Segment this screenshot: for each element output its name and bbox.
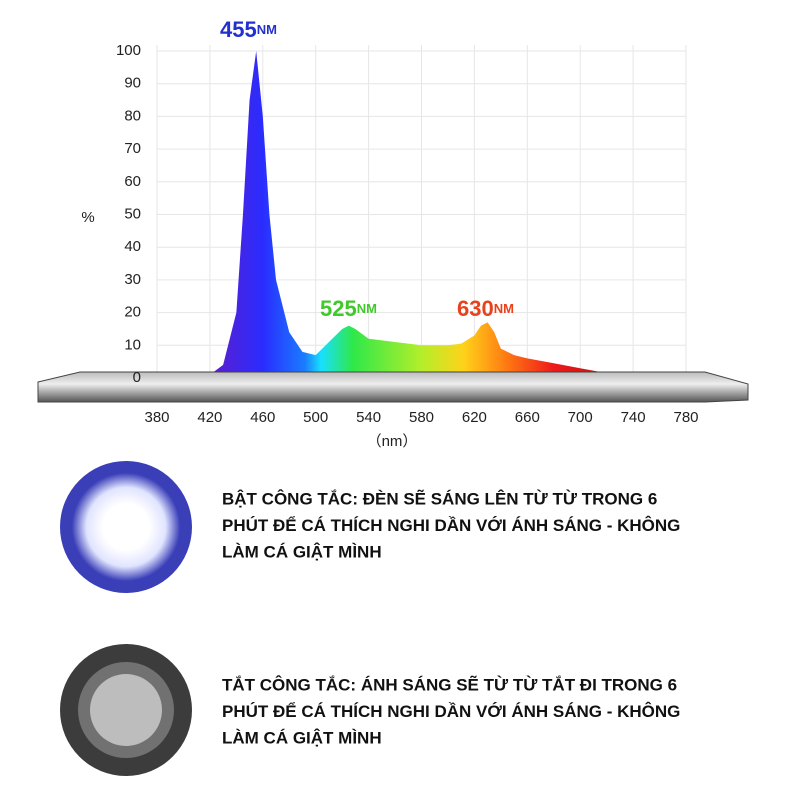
x-tick-label: 380: [144, 409, 169, 426]
y-tick-label: 30: [124, 271, 141, 288]
annotation-unit: NM: [357, 301, 377, 316]
x-tick-label: 660: [515, 409, 540, 426]
x-axis-label: （nm）: [367, 433, 418, 450]
note-line: BẬT CÔNG TẮC: ĐÈN SẼ SÁNG LÊN TỪ TỪ TRON…: [222, 488, 657, 508]
x-tick-label: 700: [568, 409, 593, 426]
x-tick-label: 460: [250, 409, 275, 426]
x-tick-label: 580: [409, 409, 434, 426]
annotation-value: 525: [320, 296, 357, 321]
y-tick-label: 50: [124, 205, 141, 222]
annotation-value: 455: [220, 17, 257, 42]
annotation-value: 630: [457, 296, 494, 321]
note-line: LÀM CÁ GIẬT MÌNH: [222, 728, 382, 747]
y-tick-label: 0: [133, 369, 141, 386]
x-tick-label: 780: [673, 409, 698, 426]
x-tick-label: 740: [621, 409, 646, 426]
light-bar: [37, 371, 749, 403]
x-tick-label: 540: [356, 409, 381, 426]
y-tick-label: 20: [124, 304, 141, 321]
annotation: 630NM: [457, 296, 514, 321]
off-icon-center: [90, 674, 162, 746]
x-tick-label: 420: [197, 409, 222, 426]
note-line: LÀM CÁ GIẬT MÌNH: [222, 542, 382, 561]
note-line: TẮT CÔNG TẮC: ÁNH SÁNG SẼ TỪ TỪ TẮT ĐI T…: [222, 674, 677, 694]
on-icon: [60, 461, 192, 593]
annotation-unit: NM: [257, 22, 277, 37]
y-tick-label: 80: [124, 107, 141, 124]
note-line: PHÚT ĐỂ CÁ THÍCH NGHI DẦN VỚI ÁNH SÁNG -…: [222, 702, 680, 721]
y-tick-label: 10: [124, 336, 141, 353]
annotation: 455NM: [220, 17, 277, 42]
y-tick-label: 90: [124, 75, 141, 92]
y-tick-label: 70: [124, 140, 141, 157]
y-axis-label: %: [81, 209, 94, 226]
annotation-unit: NM: [494, 301, 514, 316]
y-tick-label: 60: [124, 173, 141, 190]
spectrum-area: [157, 51, 686, 378]
note-line: PHÚT ĐỂ CÁ THÍCH NGHI DẦN VỚI ÁNH SÁNG -…: [222, 516, 680, 535]
y-tick-label: 40: [124, 238, 141, 255]
x-tick-label: 500: [303, 409, 328, 426]
annotation: 525NM: [320, 296, 377, 321]
y-tick-label: 100: [116, 42, 141, 59]
x-tick-label: 620: [462, 409, 487, 426]
